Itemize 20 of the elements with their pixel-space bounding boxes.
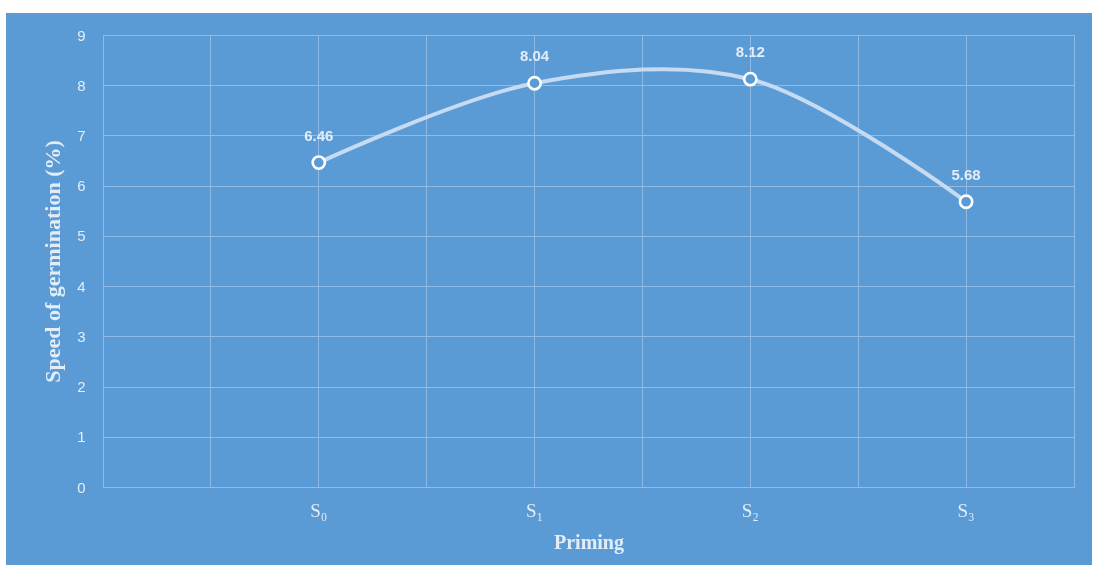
y-tick-label: 5 xyxy=(77,227,86,245)
x-tick-label: S₂ xyxy=(741,499,759,521)
x-axis-title: Priming xyxy=(554,530,624,554)
x-tick-label: S₃ xyxy=(957,499,975,521)
y-tick-label: 0 xyxy=(77,478,86,496)
y-tick-label: 8 xyxy=(77,76,86,94)
y-tick-label: 3 xyxy=(77,327,86,345)
data-label: 8.12 xyxy=(735,43,765,61)
data-label: 6.46 xyxy=(304,126,334,144)
y-tick-label: 4 xyxy=(77,277,86,295)
y-tick-label: 2 xyxy=(77,378,86,396)
data-label: 8.04 xyxy=(519,47,550,65)
y-tick-label: 1 xyxy=(77,428,86,446)
y-tick-label: 7 xyxy=(77,126,86,144)
x-tick-label: S₁ xyxy=(525,499,544,521)
x-tick-label: S₀ xyxy=(310,499,328,521)
y-axis-title: Speed of germination (%) xyxy=(40,140,66,383)
y-tick-label: 6 xyxy=(77,177,86,195)
y-tick-label: 9 xyxy=(77,26,86,44)
data-label: 5.68 xyxy=(951,165,981,183)
